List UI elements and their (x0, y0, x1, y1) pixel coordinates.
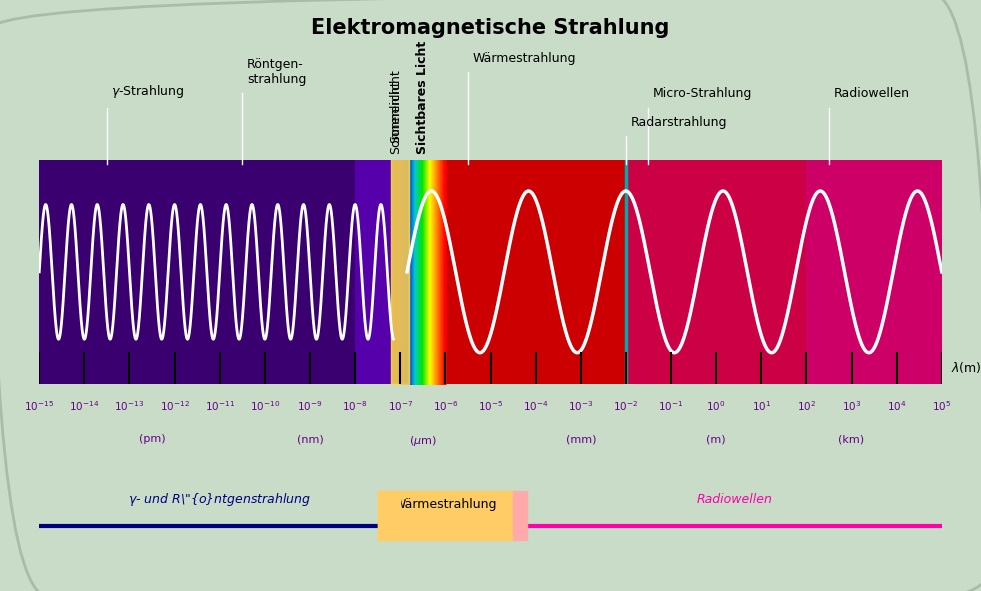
Text: $10^{5}$: $10^{5}$ (932, 400, 952, 413)
Text: Radarstrahlung: Radarstrahlung (631, 116, 727, 129)
Text: Sichtbares Licht: Sichtbares Licht (416, 40, 430, 154)
FancyBboxPatch shape (378, 491, 400, 540)
Text: Sonnenlicht: Sonnenlicht (389, 80, 402, 154)
Text: (nm): (nm) (296, 434, 324, 444)
Bar (355, 160, 400, 384)
Text: $10^{-3}$: $10^{-3}$ (568, 400, 594, 413)
Text: $\gamma$-Strahlung: $\gamma$-Strahlung (112, 83, 185, 100)
Text: (pm): (pm) (138, 434, 166, 444)
Text: $10^{-11}$: $10^{-11}$ (205, 400, 234, 413)
Bar (445, 160, 626, 384)
Text: $10^{-5}$: $10^{-5}$ (478, 400, 503, 413)
Bar (39, 160, 400, 384)
Text: $10^{-2}$: $10^{-2}$ (613, 400, 639, 413)
Text: $10^{-15}$: $10^{-15}$ (25, 400, 54, 413)
Text: $10^{0}$: $10^{0}$ (706, 400, 726, 413)
Text: $10^{-12}$: $10^{-12}$ (160, 400, 189, 413)
Text: $10^{1}$: $10^{1}$ (751, 400, 771, 413)
Text: $\gamma$- und R\"{o}ntgenstrahlung: $\gamma$- und R\"{o}ntgenstrahlung (129, 491, 311, 508)
Text: (km): (km) (839, 434, 864, 444)
Text: Radiowellen: Radiowellen (834, 87, 909, 100)
Text: Röntgen-
strahlung: Röntgen- strahlung (247, 59, 306, 86)
Text: $10^{-8}$: $10^{-8}$ (342, 400, 368, 413)
Text: $10^{2}$: $10^{2}$ (797, 400, 816, 413)
Text: (m): (m) (706, 434, 726, 444)
Text: $10^{-6}$: $10^{-6}$ (433, 400, 458, 413)
Text: $10^{-4}$: $10^{-4}$ (523, 400, 548, 413)
Text: $10^{-9}$: $10^{-9}$ (297, 400, 323, 413)
Text: $10^{-13}$: $10^{-13}$ (115, 400, 144, 413)
Text: Elektromagnetische Strahlung: Elektromagnetische Strahlung (311, 18, 670, 38)
Text: $10^{4}$: $10^{4}$ (887, 400, 906, 413)
Bar (806, 160, 942, 384)
Text: $10^{-14}$: $10^{-14}$ (70, 400, 99, 413)
Text: $10^{-7}$: $10^{-7}$ (387, 400, 413, 413)
FancyBboxPatch shape (378, 491, 513, 540)
Text: $10^{-10}$: $10^{-10}$ (250, 400, 280, 413)
Text: (mm): (mm) (565, 434, 596, 444)
Text: $10^{-1}$: $10^{-1}$ (658, 400, 684, 413)
Text: Wärmestrahlung: Wärmestrahlung (393, 498, 497, 511)
Text: Micro-Strahlung: Micro-Strahlung (653, 87, 752, 100)
Text: $\lambda$(m): $\lambda$(m) (951, 360, 981, 375)
Bar (626, 160, 806, 384)
Text: Wärmestrahlung: Wärmestrahlung (473, 52, 576, 65)
Text: ($\mu$m): ($\mu$m) (409, 434, 437, 448)
Text: Radiowellen: Radiowellen (697, 493, 772, 506)
FancyBboxPatch shape (513, 491, 527, 540)
Text: Sonnenlicht: Sonnenlicht (389, 69, 402, 143)
Text: $10^{3}$: $10^{3}$ (842, 400, 861, 413)
